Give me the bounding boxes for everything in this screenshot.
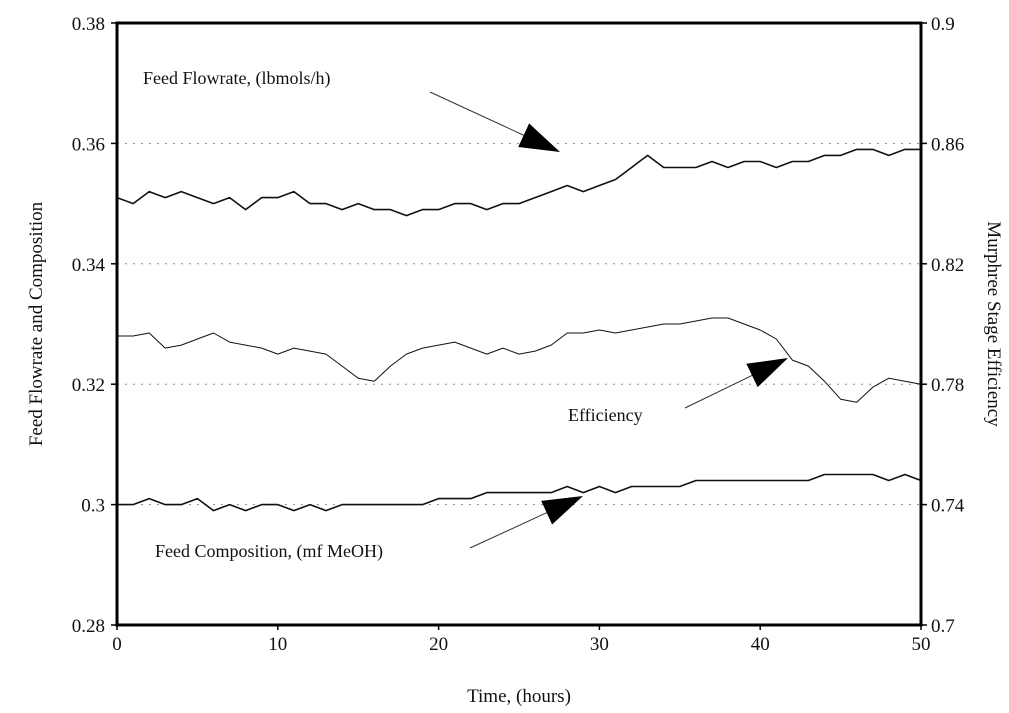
x-tick-label: 10 xyxy=(268,634,287,655)
annotation-arrowhead xyxy=(746,358,788,388)
annotation-arrow-line xyxy=(429,91,524,136)
y-tick-label: 0.3 xyxy=(81,496,105,517)
annotations: Feed Flowrate, (lbmols/h) Efficiency Feed … xyxy=(143,68,788,562)
x-tick-label: 20 xyxy=(429,634,448,655)
y-tick-label: 0.34 xyxy=(72,255,106,276)
y2-tick-label: 0.82 xyxy=(931,255,964,276)
y-axis-label: Feed Flowrate and Composition xyxy=(26,201,47,446)
y2-axis-label: Murphree Stage Efficiency xyxy=(983,221,1004,427)
annotation-arrowhead xyxy=(541,496,583,525)
annotation-label: Efficiency xyxy=(568,405,643,425)
annotation-arrow-line xyxy=(684,375,753,409)
y2-tick-label: 0.78 xyxy=(931,375,964,396)
y-tick-label: 0.38 xyxy=(72,14,105,35)
x-tick-label: 0 xyxy=(112,634,122,655)
y-tick-label: 0.36 xyxy=(72,134,105,155)
series-line-0 xyxy=(116,148,921,217)
y2-tick-label: 0.7 xyxy=(931,616,955,637)
y2-tick-label: 0.74 xyxy=(931,496,965,517)
x-tick-label: 30 xyxy=(590,634,609,655)
annotation-arrowhead xyxy=(518,123,560,152)
y2-tick-label: 0.86 xyxy=(931,134,964,155)
annotation-label: Feed Flowrate, (lbmols/h) xyxy=(143,68,330,89)
annotation-label: Feed Composition, (mf MeOH) xyxy=(155,541,383,562)
y2-tick-label: 0.9 xyxy=(931,14,955,35)
plot-frame xyxy=(115,21,923,627)
grid-lines xyxy=(117,142,921,506)
y-tick-label: 0.28 xyxy=(72,616,105,637)
ticks: 0.28 0.3 0.32 0.34 0.36 0.38 0.7 0.74 0.78 0.82 0.… xyxy=(72,14,965,655)
series-lines xyxy=(116,148,922,512)
annotation-arrow-line xyxy=(469,512,547,549)
x-axis-label: Time, (hours) xyxy=(467,686,571,707)
series-line-1 xyxy=(117,317,922,403)
x-tick-label: 50 xyxy=(912,634,931,655)
series-line-2 xyxy=(117,473,922,512)
x-tick-label: 40 xyxy=(751,634,770,655)
y-tick-label: 0.32 xyxy=(72,375,105,396)
